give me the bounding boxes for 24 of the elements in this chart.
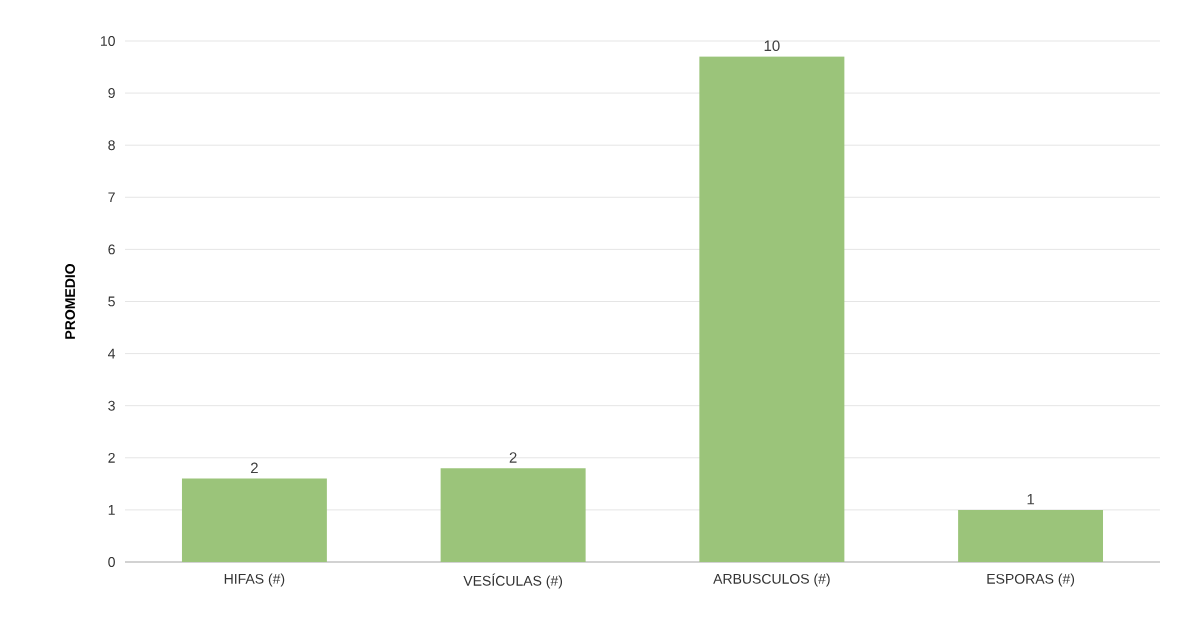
y-tick-label: 3 <box>108 400 115 411</box>
bar <box>699 56 845 562</box>
y-tick-label: 2 <box>108 452 115 463</box>
x-tick-label: VESÍCULAS (#) <box>463 573 563 589</box>
bar <box>440 468 586 562</box>
y-tick-label: 9 <box>108 88 115 99</box>
y-tick-label: 5 <box>108 296 115 307</box>
data-label: 2 <box>250 462 258 474</box>
data-label: 1 <box>1027 494 1035 505</box>
y-tick-label: 0 <box>108 557 115 567</box>
y-tick-label: 10 <box>100 36 115 46</box>
y-tick-label: 7 <box>108 192 115 203</box>
y-tick-label: 4 <box>108 348 116 359</box>
x-tick-label: ARBUSCULOS (#) <box>713 573 830 587</box>
x-tick-label: ESPORAS (#) <box>987 573 1075 587</box>
y-tick-label: 8 <box>108 140 115 151</box>
y-tick-label: 1 <box>108 505 115 515</box>
data-label: 10 <box>764 40 780 52</box>
data-label: 2 <box>509 452 517 463</box>
y-tick-label: 6 <box>108 244 115 255</box>
x-tick-label: HIFAS (#) <box>224 573 285 587</box>
bar <box>958 509 1104 562</box>
bar <box>181 478 327 562</box>
y-axis-title: PROMEDIO <box>65 263 76 339</box>
